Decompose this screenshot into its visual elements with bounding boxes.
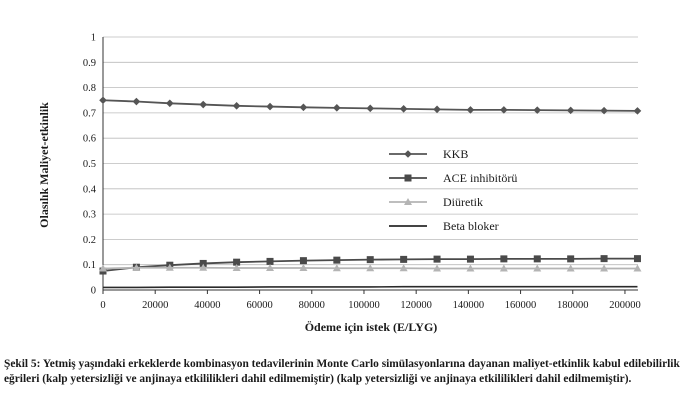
data-point: [566, 264, 575, 272]
data-point: [500, 106, 508, 114]
data-point: [533, 264, 542, 272]
data-point: [500, 255, 508, 263]
data-point: [132, 263, 141, 271]
x-tick-label: 60000: [246, 300, 272, 311]
x-tick-label: 40000: [194, 300, 220, 311]
data-point: [199, 263, 208, 271]
legend-item: Diüretik: [389, 195, 483, 209]
x-tick-label: 180000: [557, 300, 589, 311]
series-line: [103, 285, 638, 289]
data-point: [165, 263, 174, 271]
series-beta-bloker: [103, 285, 638, 289]
legend-item: KKB: [389, 147, 468, 161]
legend: KKB ACE inhibitörü Diüretik Beta bloker: [389, 147, 517, 233]
data-point: [99, 264, 107, 272]
data-point: [600, 106, 608, 115]
data-point: [333, 104, 341, 112]
x-tick-label: 80000: [299, 300, 325, 311]
series-di-retik: [99, 263, 642, 272]
x-tick-label: 0: [100, 300, 105, 311]
data-point: [399, 105, 408, 113]
data-point: [233, 258, 241, 266]
legend-item: ACE inhibitörü: [389, 171, 517, 185]
data-point: [199, 259, 207, 267]
y-tick-label: 0.5: [83, 159, 96, 170]
y-tick-label: 0.7: [83, 108, 96, 119]
data-point: [566, 106, 575, 115]
series-ace-inhibit-r: [99, 255, 641, 275]
figure-caption: Şekil 5: Yetmiş yaşındaki erkeklerde kom…: [4, 358, 680, 385]
data-point: [433, 105, 441, 114]
plot-area: 0 0.1 0.2 0.3 0.4 0.5 0.6 0.7 0.8 0.9 1 0 20000 40000…: [83, 33, 642, 311]
data-point: [266, 263, 275, 271]
legend-label: ACE inhibitörü: [443, 171, 517, 185]
data-point: [266, 102, 274, 111]
x-tick-label: 100000: [348, 300, 380, 311]
y-tick-label: 0.4: [83, 184, 97, 195]
data-point: [633, 107, 642, 115]
data-point: [199, 100, 208, 109]
data-point: [266, 257, 274, 265]
data-point: [400, 255, 408, 263]
data-point: [499, 264, 508, 272]
legend-label: Beta bloker: [443, 219, 499, 233]
y-tick-label: 1: [91, 33, 96, 44]
series-kkb: [99, 96, 642, 115]
x-axis-title: Ödeme için istek (E/LYG): [305, 320, 438, 334]
data-point: [600, 264, 609, 272]
data-point: [567, 255, 575, 263]
x-tick-label: 140000: [453, 300, 485, 311]
y-tick-label: 0.9: [83, 58, 96, 69]
data-point: [366, 256, 374, 264]
data-point: [366, 104, 375, 113]
legend-marker: [404, 198, 412, 205]
y-tick-label: 0.1: [83, 260, 96, 271]
data-point: [466, 264, 475, 272]
data-point: [433, 255, 441, 263]
x-tick-label: 120000: [400, 300, 432, 311]
legend-marker: [404, 150, 412, 158]
data-point: [466, 106, 475, 114]
data-point: [600, 255, 608, 263]
y-tick-label: 0.2: [83, 235, 96, 246]
y-axis-title: Olasılık Maliyet-etkinlik: [37, 102, 51, 228]
data-point: [533, 255, 541, 263]
legend-marker: [404, 174, 412, 182]
data-point: [366, 264, 375, 272]
data-point: [333, 256, 341, 264]
y-tick-label: 0.6: [83, 134, 96, 145]
data-point: [99, 96, 107, 105]
data-point: [332, 264, 341, 272]
data-point: [466, 255, 474, 263]
data-point: [132, 97, 141, 106]
y-tick-label: 0.8: [83, 83, 96, 94]
data-point: [232, 263, 241, 271]
data-point: [299, 263, 308, 271]
legend-item: Beta bloker: [389, 219, 499, 233]
x-tick-label: 20000: [142, 300, 168, 311]
data-point: [232, 102, 241, 110]
x-tick-label: 200000: [609, 300, 641, 311]
y-tick-label: 0.3: [83, 210, 96, 221]
data-point: [433, 264, 442, 272]
y-tick-label: 0: [91, 286, 96, 297]
legend-label: KKB: [443, 147, 468, 161]
data-point: [299, 257, 307, 265]
data-point: [633, 264, 642, 272]
data-point: [299, 103, 308, 112]
chart: Olasılık Maliyet-etkinlik Ödeme için ist…: [37, 33, 642, 334]
data-point: [399, 264, 408, 272]
data-point: [166, 99, 174, 108]
data-point: [633, 255, 641, 263]
data-point: [533, 106, 542, 114]
x-tick-label: 160000: [505, 300, 537, 311]
legend-label: Diüretik: [443, 195, 483, 209]
